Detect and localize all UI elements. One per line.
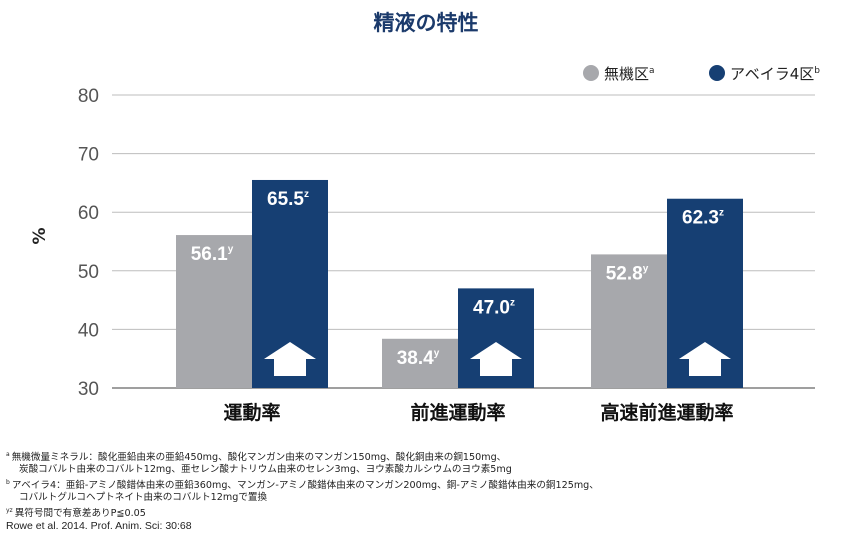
footnote-b-marker: b [6, 478, 10, 486]
citation: Rowe et al. 2014. Prof. Anim. Sci: 30:68 [6, 520, 192, 533]
footnote-yz: yz 異符号間で有意差ありP≦0.05 [6, 505, 846, 520]
bar-chart: 精液の特性 無機区a アベイラ4区b % 30 40 50 60 70 80 56.1y 6… [30, 11, 820, 424]
footnote-a-line2: 炭酸コバルト由来のコバルト12mg、亜セレン酸ナトリウム由来のセレン3mg、ヨウ… [19, 464, 512, 476]
bar-value-label: 62.3z [682, 208, 724, 229]
footnote-a: a 無機微量ミネラル：酸化亜鉛由来の亜鉛450mg、酸化マンガン由来のマンガン15… [6, 449, 846, 464]
y-tick-label: 60 [78, 203, 99, 224]
bar [176, 235, 252, 388]
footnote-a-marker: a [6, 451, 10, 458]
footnotes: a 無機微量ミネラル：酸化亜鉛由来の亜鉛450mg、酸化マンガン由来のマンガン15… [6, 449, 846, 532]
x-category-label: 運動率 [223, 401, 280, 424]
y-tick-label: 40 [78, 320, 99, 341]
bar-value-label: 52.8y [606, 263, 649, 284]
y-axis-ticks: 30 40 50 60 70 80 [78, 86, 99, 400]
legend-label-series-1: 無機区a [604, 65, 655, 83]
y-axis-label: % [30, 227, 50, 244]
x-category-label: 高速前進運動率 [600, 401, 733, 424]
legend-label-series-2: アベイラ4区b [730, 65, 820, 83]
up-arrow-icon [264, 342, 316, 376]
legend-swatch-series-2 [709, 65, 725, 81]
footnote-b-line1: アベイラ4：亜鉛-アミノ酸錯体由来の亜鉛360mg、マンガン-アミノ酸錯体由来の… [11, 479, 599, 491]
bars: 56.1y 65.5z 38.4y 47.0z 52.8y 62.3z [176, 179, 743, 388]
bar [591, 254, 667, 388]
x-category-label: 前進運動率 [410, 401, 505, 424]
up-arrow-icon [679, 342, 731, 376]
bar-value-label: 56.1y [191, 244, 234, 265]
legend-swatch-series-1 [583, 65, 599, 81]
y-tick-label: 30 [78, 379, 99, 400]
legend: 無機区a アベイラ4区b [583, 65, 820, 83]
footnote-b: b アベイラ4：亜鉛-アミノ酸錯体由来の亜鉛360mg、マンガン-アミノ酸錯体由来… [6, 477, 846, 492]
bar-value-label: 65.5z [267, 189, 309, 210]
footnote-a-line1: 無機微量ミネラル：酸化亜鉛由来の亜鉛450mg、酸化マンガン由来のマンガン150… [11, 452, 507, 463]
up-arrow-icon [470, 342, 522, 376]
y-tick-label: 80 [78, 86, 99, 107]
bar-value-label: 38.4y [397, 348, 440, 369]
footnote-yz-text: 異符号間で有意差ありP≦0.05 [14, 507, 146, 519]
bar [382, 338, 458, 388]
y-tick-label: 50 [78, 262, 99, 283]
footnote-b-line2: コバルトグルコヘプトネイト由来のコバルト12mgで置換 [19, 492, 268, 504]
bar-value-label: 47.0z [473, 297, 515, 318]
chart-title: 精液の特性 [374, 11, 479, 35]
footnote-yz-marker: yz [6, 506, 13, 514]
x-axis-categories: 運動率 前進運動率 高速前進運動率 [223, 401, 733, 424]
y-tick-label: 70 [78, 145, 99, 166]
